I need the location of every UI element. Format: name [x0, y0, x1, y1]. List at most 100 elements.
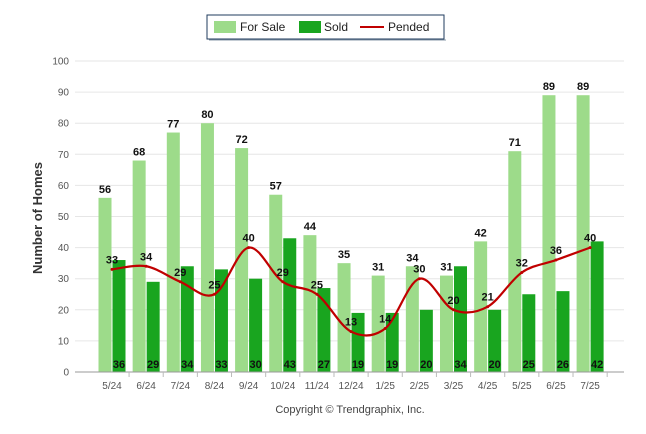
- y-axis: 0 10 20 30 40 50 60 70 80 90 100: [52, 57, 69, 379]
- for-sale-value-label: 57: [270, 181, 282, 193]
- for-sale-value-label: 80: [201, 109, 213, 121]
- pended-point: [110, 267, 114, 271]
- sold-bar: [454, 266, 467, 372]
- y-tick-label: 50: [58, 212, 70, 223]
- x-tick-label: 9/24: [239, 381, 259, 392]
- sold-value-label: 26: [557, 359, 569, 371]
- for-sale-legend-label: For Sale: [240, 20, 286, 34]
- pended-value-label: 40: [242, 233, 254, 245]
- pended-line: [110, 246, 592, 337]
- x-tick-label: 7/25: [580, 381, 600, 392]
- pended-point: [349, 330, 353, 334]
- sold-bar: [317, 288, 331, 372]
- x-tick-label: 5/24: [102, 381, 122, 392]
- sold-value-label: 29: [147, 359, 159, 371]
- pended-point: [247, 246, 251, 250]
- y-tick-label: 90: [58, 88, 70, 99]
- sold-legend-label: Sold: [324, 20, 348, 34]
- pended-value-label: 34: [140, 251, 153, 263]
- sold-value-label: 20: [489, 359, 501, 371]
- sold-value-label: 34: [181, 359, 194, 371]
- sold-value-label: 27: [318, 359, 330, 371]
- sold-value-label: 19: [352, 359, 364, 371]
- pended-point: [212, 292, 216, 296]
- pended-point: [417, 277, 421, 281]
- for-sale-value-label: 71: [509, 137, 521, 149]
- sold-bar: [522, 294, 536, 372]
- x-tick-label: 4/25: [478, 381, 498, 392]
- x-tick-label: 8/24: [205, 381, 225, 392]
- sold-value-label: 19: [386, 359, 398, 371]
- sold-bar: [180, 266, 194, 372]
- pended-value-label: 25: [311, 279, 323, 291]
- for-sale-value-label: 34: [406, 252, 419, 264]
- sold-value-label: 30: [249, 359, 261, 371]
- sold-legend-swatch: [299, 21, 321, 33]
- for-sale-bar: [508, 151, 522, 372]
- for-sale-value-label: 31: [372, 262, 384, 274]
- sold-value-label: 25: [523, 359, 535, 371]
- pended-value-label: 21: [482, 292, 494, 304]
- for-sale-bar: [371, 275, 385, 372]
- sold-bar: [385, 312, 399, 372]
- pended-point: [178, 280, 182, 284]
- pended-value-label: 30: [413, 264, 425, 276]
- for-sale-bar: [235, 148, 249, 372]
- for-sale-bar: [405, 266, 419, 372]
- y-tick-label: 20: [58, 305, 70, 316]
- sold-bar: [488, 309, 502, 372]
- y-tick-label: 70: [58, 150, 70, 161]
- x-tick-label: 2/25: [410, 381, 430, 392]
- pended-point: [554, 258, 558, 262]
- legend-box: [206, 14, 445, 40]
- sold-bar: [419, 309, 433, 372]
- sold-bar: [146, 281, 160, 372]
- sold-bar: [590, 241, 604, 372]
- pended-value-label: 36: [550, 245, 562, 257]
- for-sale-value-label: 44: [304, 221, 317, 233]
- for-sale-bar: [474, 241, 488, 372]
- for-sale-value-label: 42: [475, 227, 487, 239]
- x-tick-label: 5/25: [512, 381, 532, 392]
- pended-point: [315, 292, 319, 296]
- for-sale-bar: [440, 275, 453, 372]
- sold-value-label: 42: [591, 359, 603, 371]
- sold-bar: [249, 278, 263, 372]
- for-sale-value-label: 89: [543, 81, 555, 93]
- sold-value-label: 20: [420, 359, 432, 371]
- x-tick-label: 3/25: [444, 381, 464, 392]
- for-sale-value-label: 56: [99, 184, 111, 196]
- x-tick-label: 7/24: [171, 381, 191, 392]
- x-tick-label: 12/24: [339, 381, 364, 392]
- for-sale-bar: [576, 95, 590, 373]
- y-tick-label: 100: [52, 57, 69, 68]
- x-tick-label: 1/25: [375, 381, 395, 392]
- for-sale-bar: [303, 235, 317, 372]
- for-sale-bar: [269, 194, 283, 372]
- for-sale-value-label: 72: [235, 134, 247, 146]
- pended-value-label: 33: [106, 254, 118, 266]
- y-tick-label: 30: [58, 274, 70, 285]
- copyright-footer: Copyright © Trendgraphix, Inc.: [275, 404, 424, 416]
- pended-value-label: 20: [447, 295, 459, 307]
- x-tick-label: 11/24: [305, 381, 330, 392]
- pended-point: [281, 280, 285, 284]
- x-axis: 5/24 6/24 7/24 8/24 9/24 10/24 11/24 12/24 1/25 2…: [75, 371, 624, 392]
- y-tick-label: 10: [58, 336, 70, 347]
- for-sale-value-label: 35: [338, 249, 350, 261]
- y-tick-label: 0: [63, 368, 69, 379]
- pended-point: [588, 246, 592, 250]
- sold-value-label: 43: [284, 359, 296, 371]
- for-sale-bar: [542, 95, 556, 373]
- sold-value-label: 34: [454, 359, 467, 371]
- pended-point: [486, 305, 490, 309]
- pended-value-label: 29: [174, 267, 186, 279]
- y-axis-label: Number of Homes: [30, 162, 45, 274]
- for-sale-value-label: 77: [167, 119, 179, 131]
- pended-point: [144, 264, 148, 268]
- sold-bar: [351, 312, 365, 372]
- pended-point: [520, 270, 524, 274]
- chart-legend: For Sale Sold Pended: [206, 14, 446, 41]
- for-sale-bar: [98, 197, 112, 372]
